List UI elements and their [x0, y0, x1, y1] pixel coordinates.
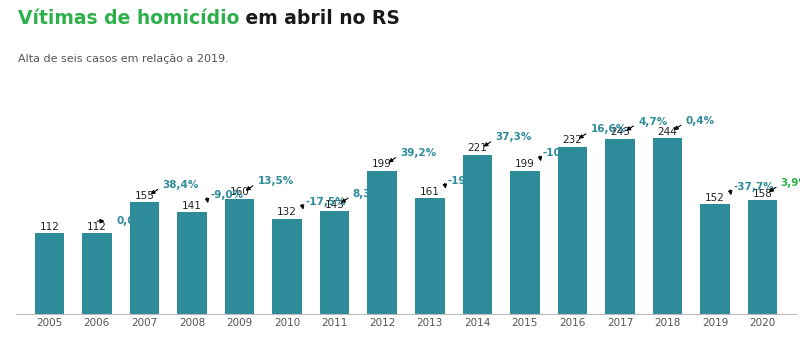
Text: 3,9%: 3,9% [781, 178, 800, 188]
Bar [462, 155, 492, 314]
Text: 158: 158 [753, 189, 773, 199]
Text: 0,4%: 0,4% [686, 116, 714, 126]
Bar [558, 147, 587, 314]
Text: em abril no RS: em abril no RS [239, 9, 400, 28]
Text: 141: 141 [182, 201, 202, 211]
Bar [272, 219, 302, 314]
Bar [82, 233, 111, 314]
Text: 161: 161 [420, 186, 440, 196]
Text: 160: 160 [230, 187, 250, 197]
Bar [178, 213, 206, 314]
Bar [510, 171, 540, 314]
Text: 152: 152 [706, 193, 725, 203]
Text: 16,6%: 16,6% [590, 125, 626, 134]
Bar [653, 138, 682, 314]
Bar [415, 198, 445, 314]
Text: -10,0%: -10,0% [543, 148, 583, 158]
Text: 38,4%: 38,4% [162, 180, 199, 190]
Text: 0,0%: 0,0% [117, 216, 146, 226]
Bar [367, 171, 397, 314]
Bar [34, 233, 64, 314]
Text: 8,3%: 8,3% [353, 189, 382, 199]
Bar [748, 200, 778, 314]
Bar [130, 202, 159, 314]
Text: 199: 199 [372, 159, 392, 169]
Text: 143: 143 [325, 200, 345, 209]
Text: Vítimas de homicídio: Vítimas de homicídio [18, 9, 239, 28]
Text: 244: 244 [658, 127, 678, 137]
Text: 4,7%: 4,7% [638, 117, 667, 127]
Text: Alta de seis casos em relação a 2019.: Alta de seis casos em relação a 2019. [18, 54, 228, 64]
Text: 132: 132 [277, 207, 297, 217]
Text: -37,7%: -37,7% [734, 182, 774, 192]
Text: -17,5%: -17,5% [305, 196, 346, 207]
Text: -9,0%: -9,0% [210, 190, 243, 200]
Text: -19,1%: -19,1% [448, 176, 488, 186]
Bar [701, 205, 730, 314]
Text: 221: 221 [467, 143, 487, 153]
Bar [225, 199, 254, 314]
Text: 112: 112 [39, 222, 59, 232]
Text: 112: 112 [87, 222, 106, 232]
Text: 39,2%: 39,2% [400, 148, 437, 158]
Text: 37,3%: 37,3% [495, 132, 532, 142]
Text: 13,5%: 13,5% [258, 176, 294, 186]
Text: 155: 155 [134, 191, 154, 201]
Bar [606, 139, 634, 314]
Bar [320, 211, 350, 314]
Text: 243: 243 [610, 127, 630, 138]
Text: 232: 232 [562, 135, 582, 145]
Text: 199: 199 [515, 159, 535, 169]
